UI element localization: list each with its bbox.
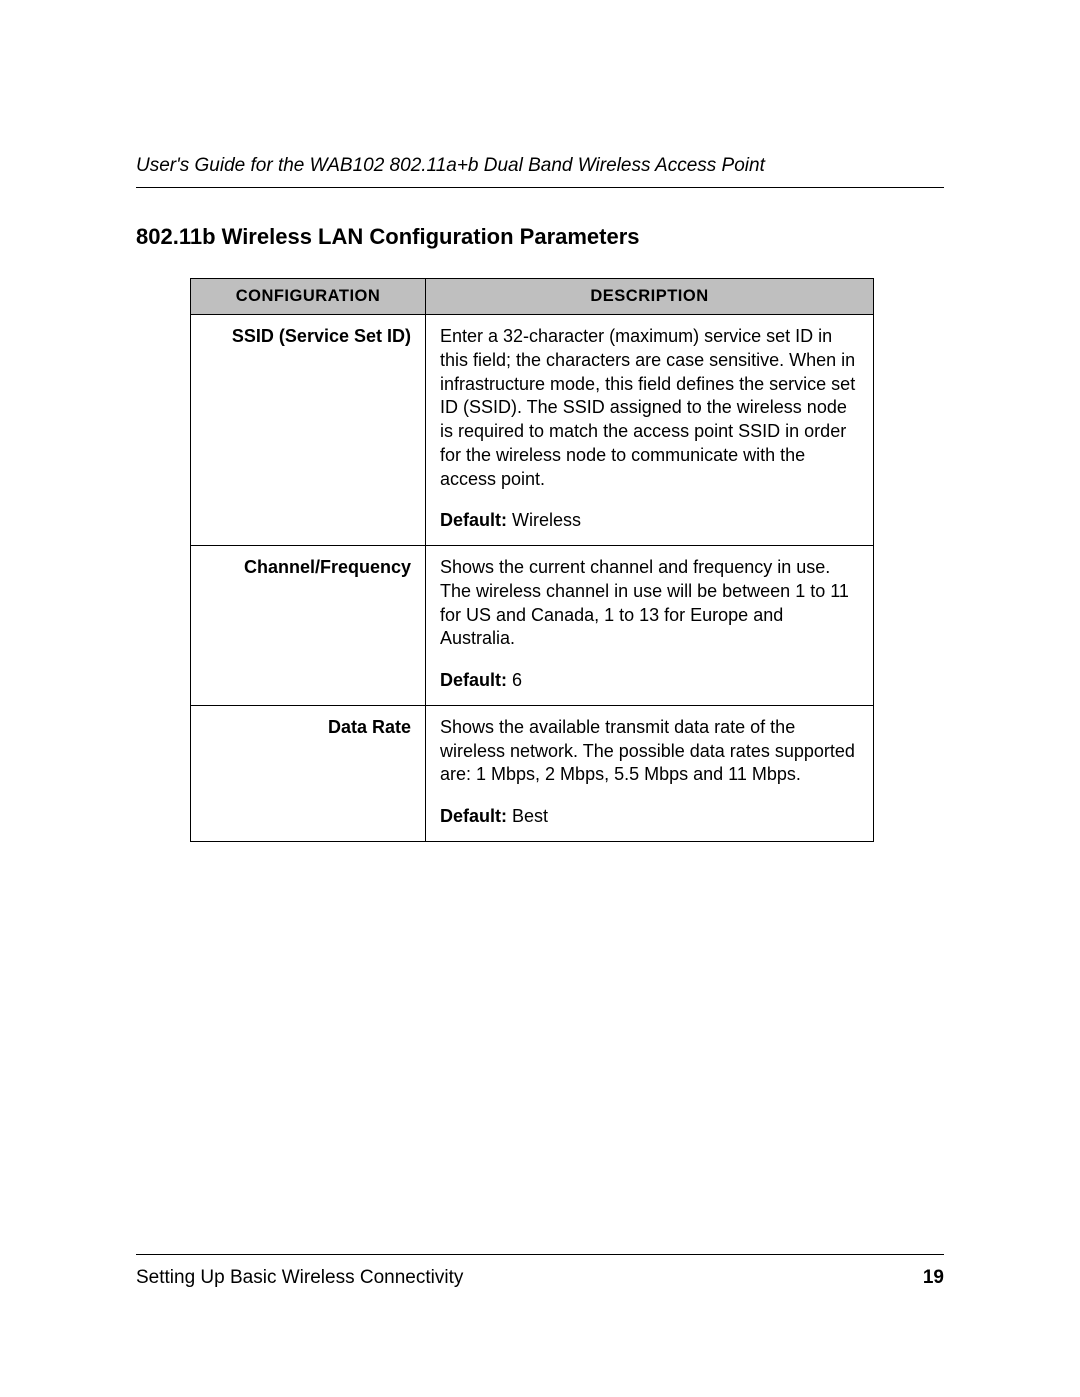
footer-chapter-title: Setting Up Basic Wireless Connectivity: [136, 1267, 463, 1289]
config-name-cell: Channel/Frequency: [191, 546, 426, 706]
default-line: Default: 6: [440, 669, 859, 693]
default-value: Best: [507, 806, 548, 826]
description-text: Shows the current channel and frequency …: [440, 556, 859, 651]
table-row: Channel/Frequency Shows the current chan…: [191, 546, 874, 706]
table-row: Data Rate Shows the available transmit d…: [191, 705, 874, 841]
config-desc-cell: Shows the available transmit data rate o…: [426, 705, 874, 841]
section-heading: 802.11b Wireless LAN Configuration Param…: [136, 224, 944, 250]
column-header-configuration: CONFIGURATION: [191, 279, 426, 315]
page-header-title: User's Guide for the WAB102 802.11a+b Du…: [136, 155, 944, 188]
config-name-cell: SSID (Service Set ID): [191, 315, 426, 546]
config-name-cell: Data Rate: [191, 705, 426, 841]
table-row: SSID (Service Set ID) Enter a 32-charact…: [191, 315, 874, 546]
default-value: 6: [507, 670, 522, 690]
default-label: Default:: [440, 510, 507, 530]
footer-page-number: 19: [923, 1267, 944, 1289]
table-header-row: CONFIGURATION DESCRIPTION: [191, 279, 874, 315]
default-label: Default:: [440, 670, 507, 690]
document-page: User's Guide for the WAB102 802.11a+b Du…: [0, 0, 1080, 1397]
config-desc-cell: Shows the current channel and frequency …: [426, 546, 874, 706]
column-header-description: DESCRIPTION: [426, 279, 874, 315]
default-label: Default:: [440, 806, 507, 826]
config-parameters-table: CONFIGURATION DESCRIPTION SSID (Service …: [190, 278, 874, 842]
default-line: Default: Best: [440, 805, 859, 829]
default-line: Default: Wireless: [440, 509, 859, 533]
page-footer: Setting Up Basic Wireless Connectivity 1…: [136, 1254, 944, 1289]
description-text: Enter a 32-character (maximum) service s…: [440, 325, 859, 491]
config-desc-cell: Enter a 32-character (maximum) service s…: [426, 315, 874, 546]
description-text: Shows the available transmit data rate o…: [440, 716, 859, 787]
default-value: Wireless: [507, 510, 581, 530]
